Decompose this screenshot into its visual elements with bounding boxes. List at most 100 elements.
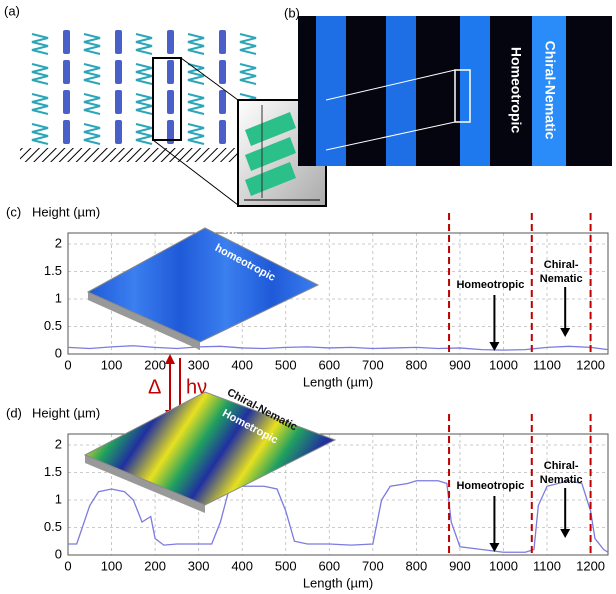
y-tick-label: 2 <box>55 235 62 250</box>
x-tick-label: 1100 <box>533 558 561 573</box>
helix <box>187 123 205 145</box>
mesogen <box>63 120 70 144</box>
helix <box>187 63 205 85</box>
data-line <box>67 345 609 351</box>
arrow-head <box>489 342 500 351</box>
x-tick-label: 500 <box>275 558 297 573</box>
zoom-line <box>325 121 456 151</box>
stripe <box>460 16 490 166</box>
zoom-line <box>180 57 239 101</box>
helix <box>83 33 101 55</box>
panel-label: (c) <box>6 204 21 219</box>
x-tick-label: 100 <box>101 357 123 372</box>
heat-label: Δ <box>148 376 161 398</box>
helix <box>135 93 153 115</box>
y-axis-title: Height (µm) <box>32 204 100 219</box>
mesogen <box>167 30 174 54</box>
mesogen <box>219 60 226 84</box>
helix <box>31 63 49 85</box>
panel-a-art <box>31 30 257 145</box>
x-tick-label: 600 <box>318 357 340 372</box>
x-tick-label: 1000 <box>489 357 518 372</box>
stripe <box>316 16 346 166</box>
y-tick-label: 0.5 <box>44 519 62 534</box>
x-tick-label: 200 <box>144 357 166 372</box>
annotation: Homeotropic <box>456 279 524 291</box>
mesogen <box>63 90 70 114</box>
y-axis-title: Height (µm) <box>32 405 100 420</box>
stripe <box>532 16 566 166</box>
x-tick-label: 400 <box>231 558 253 573</box>
mesogen <box>167 90 174 114</box>
y-tick-label: 0 <box>55 546 62 561</box>
stripe <box>386 16 416 166</box>
helix <box>83 123 101 145</box>
helix <box>239 33 257 55</box>
arrow-head <box>165 354 175 364</box>
x-tick-label: 1200 <box>576 558 605 573</box>
substrate <box>20 148 265 162</box>
x-tick-label: 700 <box>362 558 384 573</box>
y-tick-label: 0 <box>55 345 62 360</box>
x-tick-label: 1000 <box>489 558 518 573</box>
x-tick-label: 1200 <box>576 357 605 372</box>
helix <box>187 93 205 115</box>
mesogen <box>167 120 174 144</box>
region-label: Chiral-Nematic <box>542 41 558 140</box>
arrow-head <box>489 543 500 552</box>
x-axis-title: Length (µm) <box>303 374 373 389</box>
x-tick-label: 0 <box>64 558 71 573</box>
helix <box>31 123 49 145</box>
x-tick-label: 1100 <box>533 357 561 372</box>
panel-label: (b) <box>284 5 300 20</box>
y-tick-label: 1 <box>55 290 62 305</box>
annotation: Nematic <box>540 474 583 486</box>
mesogen <box>167 60 174 84</box>
helix <box>83 63 101 85</box>
annotation: Nematic <box>540 273 583 285</box>
mesogen <box>115 30 122 54</box>
annotation: Chiral- <box>544 460 579 472</box>
inset-surface <box>86 227 320 343</box>
plot-frame <box>67 433 609 556</box>
helix <box>83 93 101 115</box>
helix <box>187 33 205 55</box>
zoom-line <box>152 139 239 206</box>
plot-frame <box>67 232 609 355</box>
x-tick-label: 700 <box>362 357 384 372</box>
mesogen <box>115 60 122 84</box>
x-tick-label: 500 <box>275 357 297 372</box>
panel-label: (d) <box>6 405 22 420</box>
helix <box>135 123 153 145</box>
y-tick-label: 1 <box>55 491 62 506</box>
helix <box>135 33 153 55</box>
helix <box>31 93 49 115</box>
annotation: Homeotropic <box>456 480 524 492</box>
mesogen <box>219 120 226 144</box>
mesogen <box>63 30 70 54</box>
x-tick-label: 100 <box>101 558 123 573</box>
annotation: Chiral- <box>544 259 579 271</box>
helix <box>239 63 257 85</box>
inset-side <box>88 292 200 350</box>
x-tick-label: 300 <box>188 558 210 573</box>
x-tick-label: 300 <box>188 357 210 372</box>
helix <box>31 33 49 55</box>
arrow-head <box>560 328 571 337</box>
mesogen <box>219 30 226 54</box>
zoom-box <box>454 69 471 123</box>
y-tick-label: 1.5 <box>44 464 62 479</box>
mesogen <box>115 90 122 114</box>
x-tick-label: 900 <box>449 357 471 372</box>
inset-molecules <box>245 105 296 198</box>
mesogen <box>115 120 122 144</box>
y-tick-label: 2 <box>55 436 62 451</box>
panel-label: (a) <box>4 3 20 18</box>
y-tick-label: 0.5 <box>44 318 62 333</box>
light-label: hν <box>186 376 207 398</box>
x-tick-label: 0 <box>64 357 71 372</box>
inset-side <box>85 455 205 513</box>
mesogen <box>219 90 226 114</box>
